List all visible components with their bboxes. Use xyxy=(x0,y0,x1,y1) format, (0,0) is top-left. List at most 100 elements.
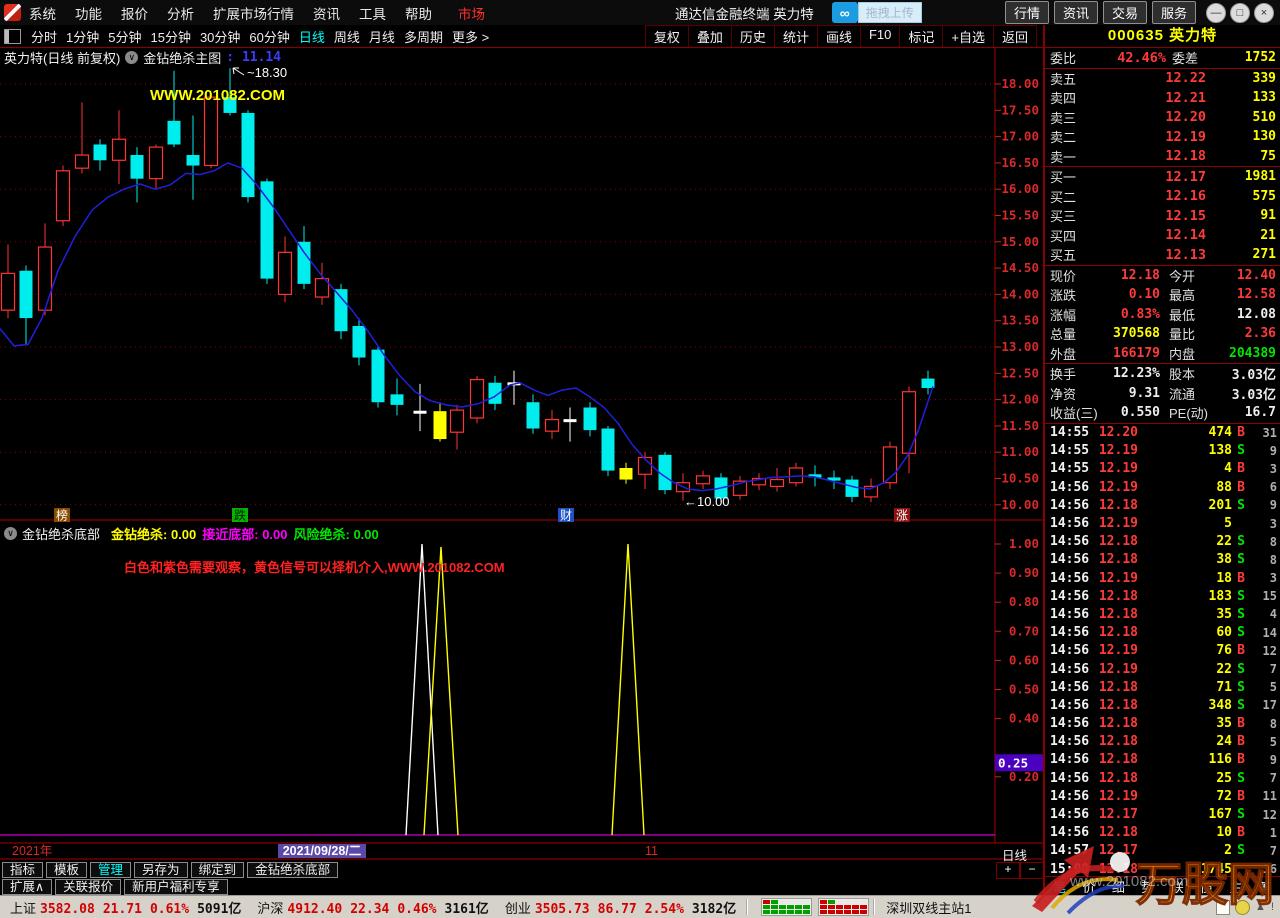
event-marker[interactable]: 榜 xyxy=(54,508,70,523)
action-button[interactable]: 叠加 xyxy=(687,24,731,48)
sort-icon[interactable]: ▲ xyxy=(1255,901,1266,913)
order-volume: 75 xyxy=(1260,148,1276,164)
bottom-tab[interactable]: 绑定到 xyxy=(190,862,245,878)
action-button[interactable]: 标记 xyxy=(899,24,943,48)
alert-icon[interactable]: ! xyxy=(1270,901,1274,913)
menu-item[interactable]: 系统 xyxy=(29,6,56,22)
tick-row: 14:55 12.19 138 S 9 xyxy=(1045,442,1280,460)
tick-price: 12.19 xyxy=(1098,788,1138,804)
zoom-in-button[interactable]: + xyxy=(996,862,1020,879)
menu-item[interactable]: 资讯 xyxy=(313,6,340,22)
svg-text:涨: 涨 xyxy=(896,508,908,523)
order-book-row: 卖五 12.22 339 xyxy=(1045,69,1280,89)
tick-time: 14:56 xyxy=(1050,606,1090,622)
quote-tab[interactable]: 笔 xyxy=(1053,879,1067,895)
bottom-tab[interactable]: 新用户福利专享 xyxy=(124,879,228,895)
action-button[interactable]: 返回 xyxy=(992,24,1037,48)
period-tab[interactable]: 60分钟 xyxy=(249,29,290,45)
info-label: 收益(三) xyxy=(1050,406,1098,422)
zoom-out-button[interactable]: − xyxy=(1020,862,1044,879)
svg-text:榜: 榜 xyxy=(56,508,68,523)
titlebar-button[interactable]: 交易 xyxy=(1102,1,1147,24)
quote-tab[interactable]: 势 xyxy=(1141,879,1155,895)
period-tab[interactable]: 15分钟 xyxy=(150,29,191,45)
quote-tab[interactable]: 主 xyxy=(1229,879,1243,895)
menu-item[interactable]: 工具 xyxy=(359,6,386,22)
info-value: 2.36 xyxy=(1244,326,1276,342)
period-tab[interactable]: 30分钟 xyxy=(199,29,241,45)
tick-list[interactable]: 14:55 12.20 474 B 31 14:55 12.19 138 S 9 14:55 12.1… xyxy=(1045,424,1280,880)
action-button[interactable]: 历史 xyxy=(730,24,774,48)
bottom-tab[interactable]: 管理 xyxy=(90,862,132,878)
bottom-tab[interactable]: 另存为 xyxy=(134,862,188,878)
order-label: 卖四 xyxy=(1050,91,1077,107)
menu-item[interactable]: 报价 xyxy=(121,6,148,22)
stock-info-row: 换手 12.23% 股本 3.03亿 xyxy=(1045,364,1280,384)
period-tab[interactable]: 1分钟 xyxy=(66,29,100,45)
tick-count: 31 xyxy=(1262,425,1277,440)
quote-tab[interactable]: 筹 xyxy=(1258,879,1272,895)
tick-volume: 1745 xyxy=(1200,861,1232,877)
tick-row: 14:56 12.18 35 S 4 xyxy=(1045,605,1280,623)
quote-tab[interactable]: 联 xyxy=(1170,879,1184,895)
menu-item-market[interactable]: 市场 xyxy=(458,6,485,22)
tick-volume: 22 xyxy=(1216,661,1232,677)
titlebar-button[interactable]: 资讯 xyxy=(1053,1,1098,24)
order-label: 卖一 xyxy=(1050,149,1077,165)
quote-tab[interactable]: 价 xyxy=(1082,879,1096,895)
action-button[interactable]: 统计 xyxy=(773,24,817,48)
bottom-tab[interactable]: 扩展∧ xyxy=(2,879,53,895)
quote-tab[interactable]: 细 xyxy=(1111,879,1125,895)
menu-item[interactable]: 帮助 xyxy=(405,6,432,22)
svg-text:17.00: 17.00 xyxy=(1001,129,1039,144)
index-amount: 3161亿 xyxy=(444,901,489,917)
order-label: 买三 xyxy=(1050,209,1077,225)
action-button[interactable]: +自选 xyxy=(942,24,993,48)
event-marker[interactable]: 涨 xyxy=(894,508,910,523)
order-book-row: 卖三 12.20 510 xyxy=(1045,108,1280,128)
cloud-icon: ∞ xyxy=(831,2,858,23)
svg-text:0.20: 0.20 xyxy=(1009,769,1039,784)
restore-button[interactable]: □ xyxy=(1230,2,1250,23)
upload-hint-label: 拖拽上传 xyxy=(857,2,922,23)
period-tab[interactable]: 周线 xyxy=(333,29,360,45)
bottom-tab[interactable]: 金钻绝杀底部 xyxy=(247,862,339,878)
chart-annotations: ~18.30 ←10.00 WWW.201082.COM xyxy=(150,65,730,509)
period-tab[interactable]: 分时 xyxy=(31,29,58,45)
svg-text:15.50: 15.50 xyxy=(1001,208,1039,223)
cloud-upload-widget[interactable]: ∞ 拖拽上传 xyxy=(831,2,922,23)
action-button[interactable]: 复权 xyxy=(644,24,688,48)
bottom-tab[interactable]: 关联报价 xyxy=(55,879,122,895)
weibi-row: 委比 42.46% 委差 1752 xyxy=(1045,48,1280,68)
quote-tab[interactable]: 值 xyxy=(1200,879,1214,895)
event-marker[interactable]: 跌 xyxy=(232,508,248,523)
tick-volume: 4 xyxy=(1224,461,1232,477)
main-chart-canvas[interactable]: 18.00 17.50 17.00 16.50 16.00 15.50 15.00 14.50… xyxy=(0,47,1043,860)
smiley-icon[interactable] xyxy=(1235,899,1251,915)
titlebar-button[interactable]: 服务 xyxy=(1151,1,1196,24)
cursor-value-highlight xyxy=(995,754,1043,772)
action-button[interactable]: F10 xyxy=(859,24,900,48)
event-marker[interactable]: 财 xyxy=(558,508,574,523)
close-button[interactable]: × xyxy=(1254,2,1274,23)
tick-count: 12 xyxy=(1262,807,1277,822)
period-tab[interactable]: 日线 xyxy=(298,29,325,45)
action-button[interactable]: 画线 xyxy=(816,24,860,48)
menu-item[interactable]: 扩展市场行情 xyxy=(213,6,294,22)
menu-item[interactable]: 功能 xyxy=(75,6,102,22)
bottom-tab[interactable]: 模板 xyxy=(46,862,88,878)
period-tab[interactable]: 多周期 xyxy=(403,29,443,45)
bottom-tab[interactable]: 指标 xyxy=(2,862,44,878)
tick-time: 14:57 xyxy=(1050,843,1090,859)
info-label: 流通 xyxy=(1169,386,1196,402)
tick-volume: 474 xyxy=(1208,425,1232,441)
period-tab[interactable]: 更多 > xyxy=(451,29,490,45)
tick-row: 14:56 12.18 116 B 9 xyxy=(1045,751,1280,769)
period-tab[interactable]: 月线 xyxy=(368,29,395,45)
layout-icon[interactable] xyxy=(4,28,21,44)
titlebar-button[interactable]: 行情 xyxy=(1004,1,1049,24)
menu-item[interactable]: 分析 xyxy=(167,6,194,22)
clipboard-icon[interactable] xyxy=(1216,899,1231,915)
period-tab[interactable]: 5分钟 xyxy=(108,29,142,45)
minimize-button[interactable]: — xyxy=(1206,2,1226,23)
